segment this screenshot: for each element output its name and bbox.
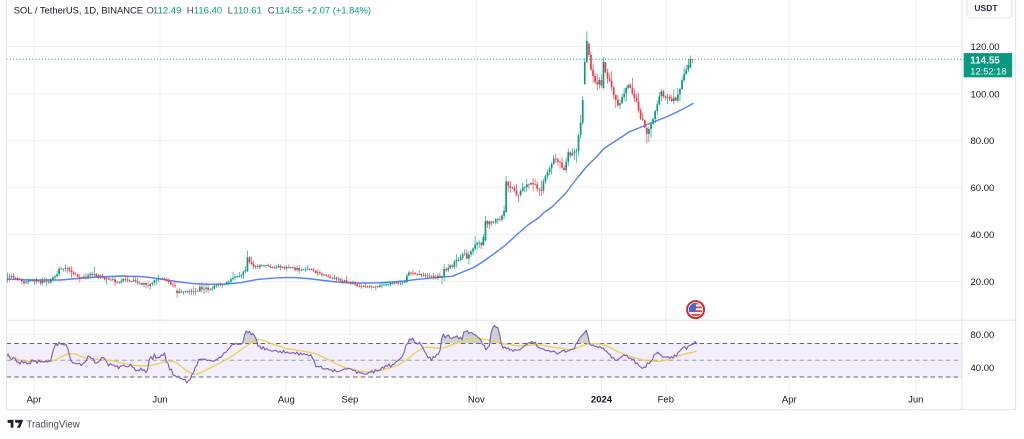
- svg-text:12:52:18: 12:52:18: [970, 67, 1006, 77]
- svg-text:114.55: 114.55: [970, 55, 1000, 66]
- svg-text:Sep: Sep: [342, 394, 359, 405]
- svg-text:Apr: Apr: [782, 394, 797, 405]
- svg-text:Nov: Nov: [468, 394, 485, 405]
- svg-text:+2.07 (+1.84%): +2.07 (+1.84%): [306, 4, 371, 15]
- svg-text:60.00: 60.00: [971, 183, 995, 194]
- svg-text:112.49: 112.49: [153, 5, 181, 16]
- svg-text:80.00: 80.00: [971, 136, 995, 147]
- svg-text:116.40: 116.40: [194, 5, 222, 16]
- svg-text:USDT: USDT: [974, 3, 998, 13]
- svg-text:Apr: Apr: [27, 394, 42, 405]
- svg-text:Jun: Jun: [908, 394, 923, 405]
- svg-text:2024: 2024: [591, 394, 613, 405]
- svg-text:L: L: [228, 5, 233, 16]
- svg-text:114.55: 114.55: [275, 5, 303, 16]
- svg-text:80.00: 80.00: [971, 330, 995, 341]
- svg-text:SOL / TetherUS, 1D, BINANCE: SOL / TetherUS, 1D, BINANCE: [14, 4, 143, 15]
- svg-text:100.00: 100.00: [971, 89, 1000, 100]
- svg-text:120.00: 120.00: [971, 42, 1000, 53]
- svg-text:20.00: 20.00: [971, 277, 995, 288]
- svg-text:Jun: Jun: [152, 394, 167, 405]
- svg-text:Aug: Aug: [278, 394, 295, 405]
- svg-text:110.61: 110.61: [233, 5, 261, 16]
- svg-text:H: H: [187, 5, 194, 16]
- svg-text:TradingView: TradingView: [26, 420, 80, 431]
- svg-text:40.00: 40.00: [971, 363, 995, 374]
- svg-text:C: C: [268, 5, 275, 16]
- svg-text:O: O: [146, 5, 153, 16]
- svg-text:40.00: 40.00: [971, 230, 995, 241]
- svg-text:Feb: Feb: [658, 394, 674, 405]
